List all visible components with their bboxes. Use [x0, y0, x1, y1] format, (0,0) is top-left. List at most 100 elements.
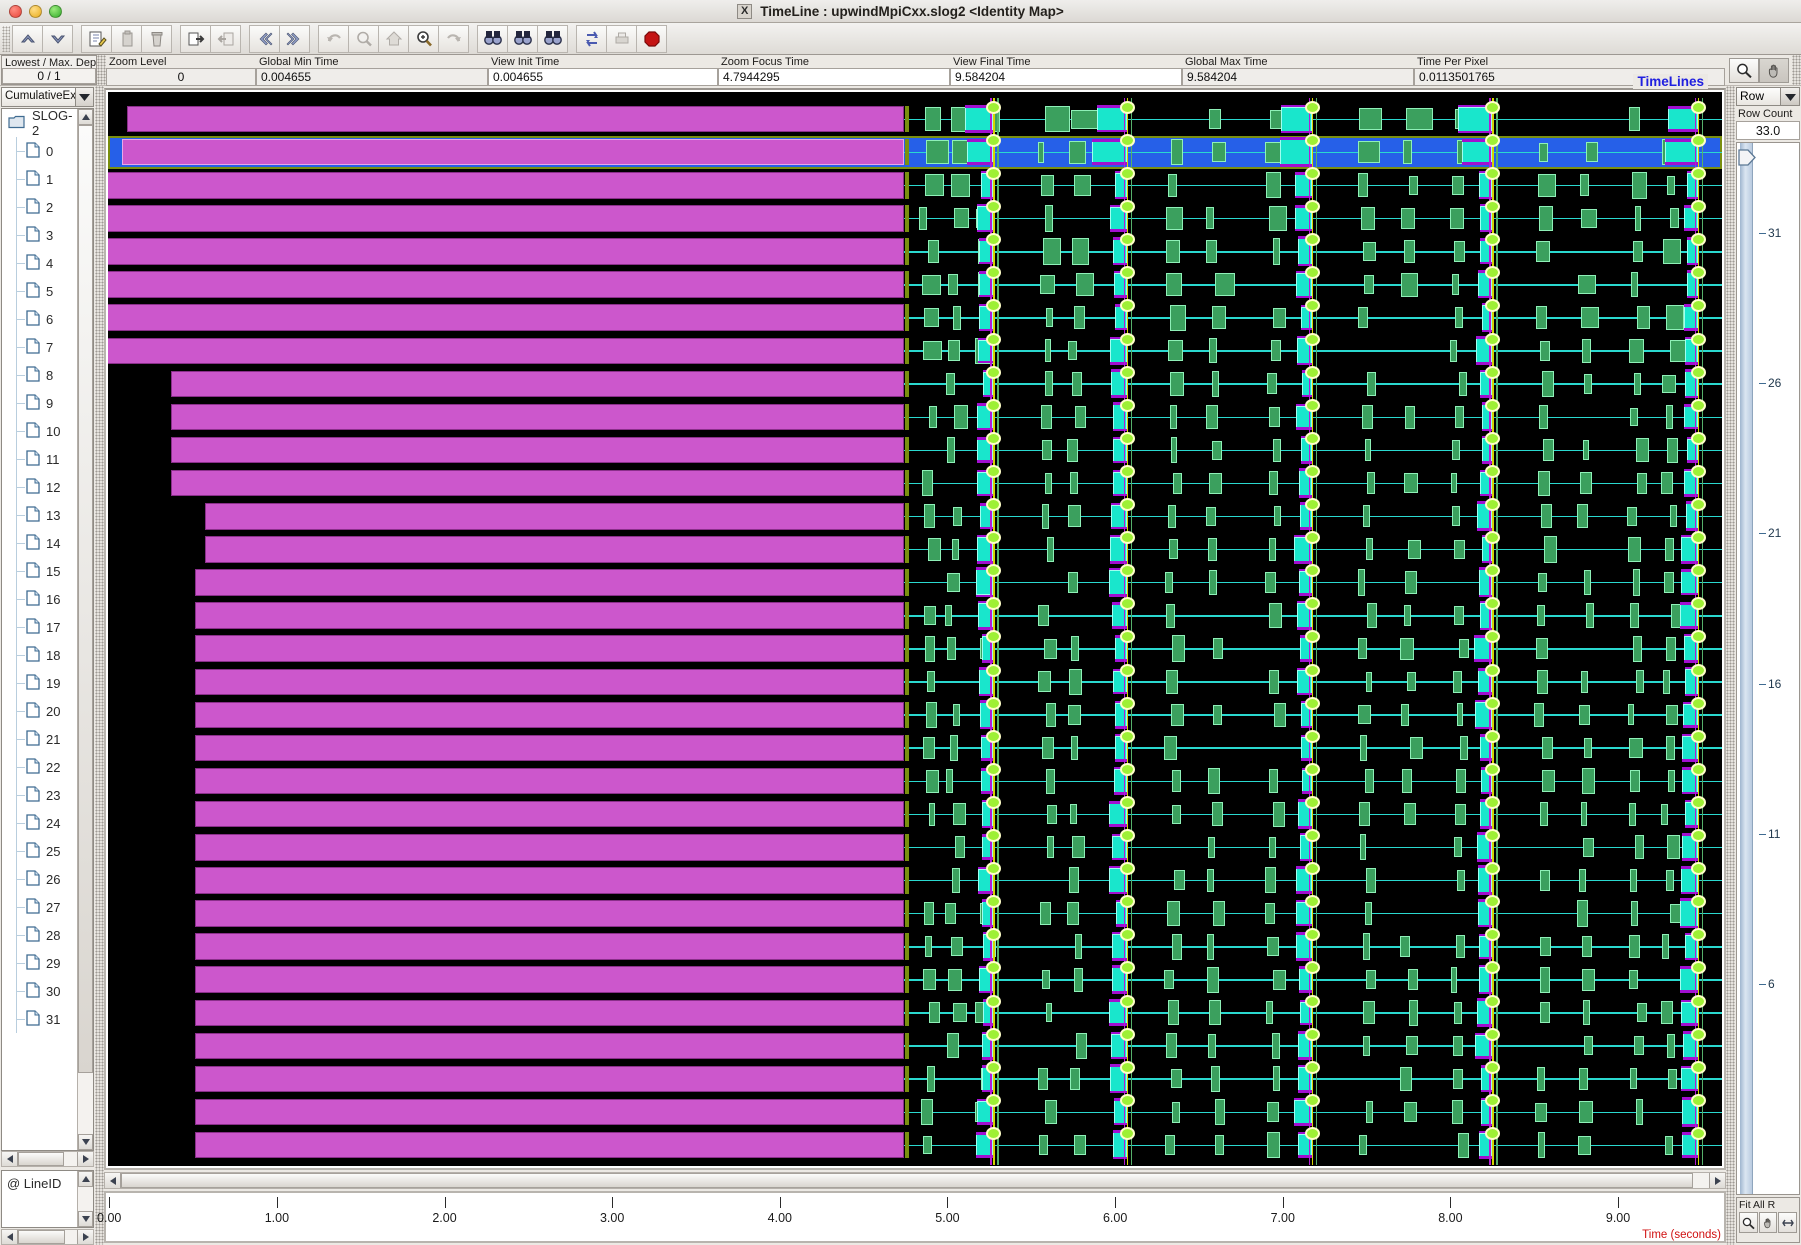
timeline-state-box[interactable] — [1496, 362, 1498, 404]
timeline-sync-marker[interactable] — [1304, 1126, 1320, 1140]
timeline-state-box[interactable] — [990, 627, 992, 669]
timeline-state-box[interactable] — [905, 800, 909, 828]
row-ruler-handle[interactable] — [1738, 149, 1756, 166]
timeline-state-box[interactable] — [905, 602, 909, 629]
timeline-sync-marker[interactable] — [1690, 266, 1706, 280]
timeline-state-box[interactable] — [1408, 999, 1419, 1026]
timeline-state-box[interactable] — [1209, 338, 1218, 364]
timeline-state-box[interactable] — [1697, 958, 1700, 1000]
tree-item-13[interactable]: 13 — [2, 501, 77, 529]
timeline-state-box[interactable] — [905, 304, 909, 331]
timeline-state-box[interactable] — [1489, 858, 1491, 901]
timeline-state-box[interactable] — [194, 966, 905, 993]
timeline-state-box[interactable] — [1206, 868, 1215, 893]
timeline-state-box[interactable] — [1067, 704, 1082, 726]
timeline-sync-marker[interactable] — [1485, 762, 1501, 776]
timeline-state-box[interactable] — [1360, 206, 1375, 230]
timeline-state-box[interactable] — [1453, 240, 1466, 263]
timeline-sync-marker[interactable] — [1690, 531, 1706, 545]
timeline-state-box[interactable] — [997, 163, 999, 206]
print-button[interactable] — [606, 24, 637, 53]
timeline-state-box[interactable] — [1681, 1088, 1698, 1092]
timeline-state-box[interactable] — [1496, 792, 1498, 835]
timeline-state-box[interactable] — [1479, 991, 1493, 995]
timeline-state-box[interactable] — [1308, 1057, 1311, 1099]
timeline-state-box[interactable] — [1123, 693, 1125, 735]
timeline-state-box[interactable] — [990, 494, 992, 537]
timeline-state-box[interactable] — [923, 901, 935, 926]
timeline-sync-marker[interactable] — [1119, 100, 1135, 114]
timeline-state-box[interactable] — [1269, 537, 1277, 561]
maximize-window-button[interactable] — [49, 4, 62, 18]
timeline-state-box[interactable] — [1308, 925, 1311, 967]
timeline-state-box[interactable] — [1680, 966, 1698, 969]
timeline-state-box[interactable] — [1123, 594, 1125, 636]
timeline-state-box[interactable] — [990, 858, 992, 901]
timeline-state-box[interactable] — [1308, 163, 1311, 206]
timeline-state-box[interactable] — [1112, 691, 1127, 695]
timeline-state-box[interactable] — [1400, 704, 1409, 726]
timeline-state-box[interactable] — [1311, 627, 1314, 669]
timeline-state-box[interactable] — [1130, 958, 1132, 1000]
timeline-state-box[interactable] — [1126, 263, 1128, 305]
timeline-hscroll-thumb[interactable] — [121, 1173, 1694, 1188]
timeline-state-box[interactable] — [1297, 826, 1312, 829]
timeline-sync-marker[interactable] — [1304, 795, 1320, 809]
timeline-state-box[interactable] — [1207, 537, 1217, 562]
timeline-state-box[interactable] — [967, 139, 994, 142]
timeline-state-box[interactable] — [1040, 901, 1052, 926]
timeline-state-box[interactable] — [1481, 791, 1493, 795]
timeline-state-box[interactable] — [171, 436, 905, 464]
timeline-state-box[interactable] — [993, 560, 995, 603]
timeline-state-box[interactable] — [1451, 273, 1460, 296]
timeline-state-box[interactable] — [1311, 395, 1314, 437]
timeline-state-box[interactable] — [1681, 1124, 1698, 1127]
timeline-state-box[interactable] — [1450, 208, 1465, 229]
timeline-state-box[interactable] — [1492, 560, 1494, 603]
timeline-state-box[interactable] — [1450, 966, 1458, 993]
timeline-state-box[interactable] — [1496, 230, 1498, 272]
timeline-state-box[interactable] — [1496, 1090, 1498, 1132]
timeline-state-box[interactable] — [1126, 560, 1128, 603]
timeline-state-box[interactable] — [1682, 833, 1698, 836]
timeline-state-box[interactable] — [1701, 958, 1704, 1000]
timeline-state-box[interactable] — [997, 627, 999, 669]
timeline-state-box[interactable] — [980, 196, 994, 200]
timeline-state-box[interactable] — [1630, 272, 1638, 298]
tree-item-0[interactable]: 0 — [2, 137, 77, 165]
timeline-state-box[interactable] — [1130, 263, 1132, 305]
timeline-state-box[interactable] — [928, 405, 937, 429]
timeline-state-box[interactable] — [1308, 693, 1311, 735]
timeline-state-box[interactable] — [1489, 594, 1491, 636]
timeline-state-box[interactable] — [1697, 594, 1700, 636]
timeline-state-box[interactable] — [951, 173, 970, 198]
timeline-state-box[interactable] — [1540, 966, 1551, 993]
timeline-sync-marker[interactable] — [1304, 729, 1320, 743]
timeline-sync-marker[interactable] — [1119, 365, 1135, 379]
timeline-state-box[interactable] — [1130, 494, 1132, 537]
timeline-sync-marker[interactable] — [1690, 564, 1706, 578]
timeline-state-box[interactable] — [1492, 196, 1494, 239]
timeline-state-box[interactable] — [947, 437, 955, 464]
timeline-state-box[interactable] — [1701, 97, 1704, 139]
timeline-state-box[interactable] — [1315, 494, 1318, 537]
timeline-state-box[interactable] — [1072, 238, 1089, 265]
timeline-state-box[interactable] — [1629, 738, 1643, 758]
timeline-state-box[interactable] — [1577, 504, 1589, 529]
timeline-state-box[interactable] — [1636, 670, 1644, 694]
timeline-state-box[interactable] — [1212, 142, 1226, 163]
timeline-state-box[interactable] — [1694, 296, 1697, 338]
timeline-sync-marker[interactable] — [1485, 200, 1501, 214]
timeline-state-box[interactable] — [1268, 603, 1282, 629]
timeline-state-box[interactable] — [1308, 130, 1311, 173]
timeline-state-box[interactable] — [1489, 891, 1491, 934]
timeline-state-box[interactable] — [1123, 329, 1125, 371]
timeline-state-box[interactable] — [1489, 296, 1491, 338]
timeline-state-box[interactable] — [990, 230, 992, 272]
timeline-state-box[interactable] — [1296, 866, 1312, 869]
timeline-sync-marker[interactable] — [1485, 961, 1501, 975]
timeline-state-box[interactable] — [952, 703, 961, 727]
timeline-state-box[interactable] — [1364, 902, 1372, 925]
timeline-state-box[interactable] — [1489, 263, 1491, 305]
timeline-state-box[interactable] — [997, 759, 999, 801]
